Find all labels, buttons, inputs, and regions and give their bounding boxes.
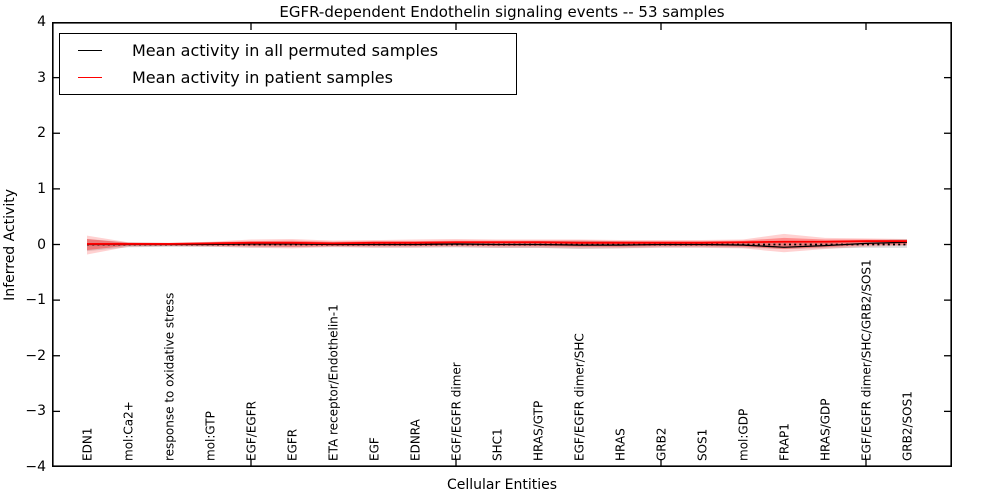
y-tick-label: −2 (25, 347, 46, 364)
x-category-label: SOS1 (696, 429, 710, 461)
x-category-label: EDNRA (409, 418, 423, 461)
legend-box: Mean activity in all permuted samples Me… (59, 33, 517, 95)
y-tick-label: −4 (25, 459, 46, 475)
chart-title: EGFR-dependent Endothelin signaling even… (279, 3, 725, 21)
y-tick-label: 2 (37, 125, 46, 142)
legend-label-patient: Mean activity in patient samples (132, 67, 393, 87)
y-tick-label: 3 (37, 69, 46, 86)
y-tick-label: 1 (37, 180, 46, 197)
series-line-0 (87, 241, 908, 248)
x-category-label: mol:GDP (737, 409, 751, 461)
y-tick-label: 4 (37, 14, 46, 30)
x-category-label: EDN1 (81, 428, 95, 461)
legend-label-permuted: Mean activity in all permuted samples (132, 41, 439, 61)
legend-entry-patient: Mean activity in patient samples (60, 68, 516, 87)
x-category-label: HRAS (614, 428, 628, 461)
x-category-label: EGF/EGFR dimer/SHC/GRB2/SOS1 (860, 259, 874, 461)
plot-border (52, 22, 952, 467)
plot-area: EDN1 mol:Ca2+ response to oxidative stress… (52, 22, 952, 467)
y-tick-label: −1 (25, 292, 46, 309)
patient-line-sample-icon (78, 76, 102, 78)
permuted-line-sample-icon (78, 50, 102, 52)
x-category-label: EGF/EGFR dimer (450, 362, 464, 461)
x-category-label: ETA receptor/Endothelin-1 (327, 304, 341, 461)
x-category-label: EGF (368, 437, 382, 461)
x-category-label: SHC1 (491, 428, 505, 461)
x-category-label: response to oxidative stress (163, 293, 177, 461)
x-category-label: HRAS/GDP (819, 398, 833, 461)
legend-entry-permuted: Mean activity in all permuted samples (60, 41, 516, 60)
y-tick-label: −3 (25, 403, 46, 420)
x-category-label: GRB2/SOS1 (901, 391, 915, 461)
series-line-1 (87, 240, 907, 245)
x-category-label: mol:Ca2+ (122, 401, 136, 461)
x-category-label: EGFR (286, 429, 300, 461)
y-tick-label: 0 (37, 236, 46, 253)
x-category-label: mol:GTP (204, 411, 218, 461)
x-category-label: EGF/EGFR (245, 401, 259, 461)
x-axis-label: Cellular Entities (446, 477, 558, 493)
x-category-label: GRB2 (655, 427, 669, 461)
x-category-label: EGF/EGFR dimer/SHC (573, 333, 587, 461)
x-category-label: FRAP1 (778, 423, 792, 461)
x-category-label: HRAS/GTP (532, 401, 546, 461)
